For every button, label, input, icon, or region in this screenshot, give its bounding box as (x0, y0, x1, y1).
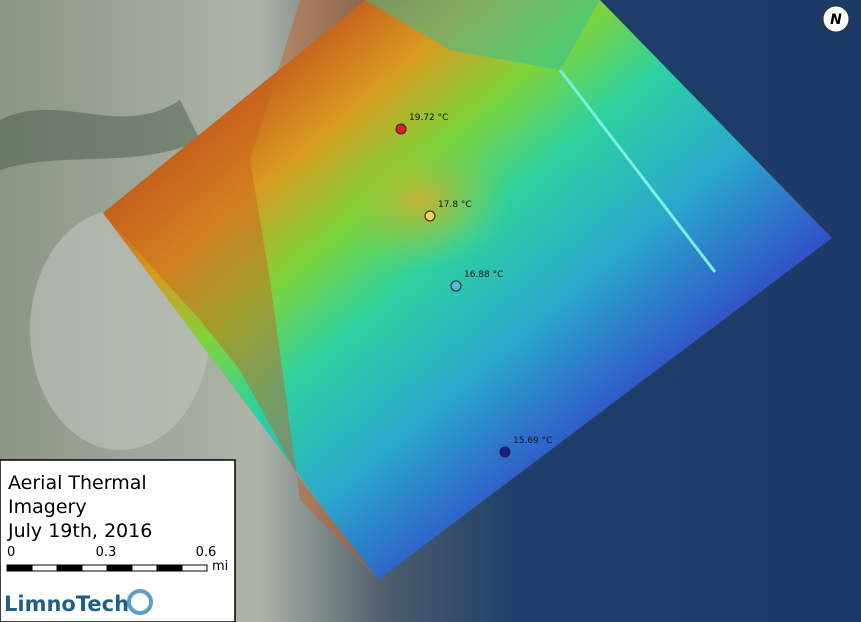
sample-point (450, 280, 462, 292)
warm-plume (330, 130, 510, 270)
scale-segment (31, 564, 58, 572)
scale-label: 0 (7, 545, 15, 560)
scale-segment (81, 564, 108, 572)
scale-label: 0.6 (196, 545, 217, 560)
legend-title: July 19th, 2016 (7, 520, 152, 542)
harbor (365, 0, 600, 70)
scale-segment (106, 564, 133, 572)
sample-point (395, 123, 407, 135)
river (0, 100, 200, 170)
logo-swirl (127, 589, 153, 615)
point-label: 16.88 °C (464, 270, 503, 280)
scale-segment (6, 564, 33, 572)
scale-unit: mi (212, 559, 228, 574)
sample-point (499, 446, 511, 458)
scale-segment (131, 564, 158, 572)
point-label: 19.72 °C (409, 113, 448, 123)
scale-segment (156, 564, 183, 572)
sample-point (424, 210, 436, 222)
scale-label: 0.3 (96, 545, 117, 560)
scale-segment (181, 564, 208, 572)
breakwater (558, 69, 717, 273)
logo: LimnoTech (4, 592, 129, 616)
scale-segment (56, 564, 83, 572)
legend-title: Aerial Thermal (8, 472, 147, 494)
point-label: 15.69 °C (513, 436, 552, 446)
legend-title: Imagery (8, 496, 87, 518)
point-label: 17.8 °C (438, 200, 472, 210)
thermal-overlay (103, 0, 832, 580)
sample-points: 19.72 °C 17.8 °C 16.88 °C 15.69 °C (395, 113, 552, 458)
north-label: N (830, 12, 842, 28)
legend-box (0, 459, 236, 622)
north-arrow (822, 5, 850, 33)
shoreline-land (103, 0, 378, 580)
